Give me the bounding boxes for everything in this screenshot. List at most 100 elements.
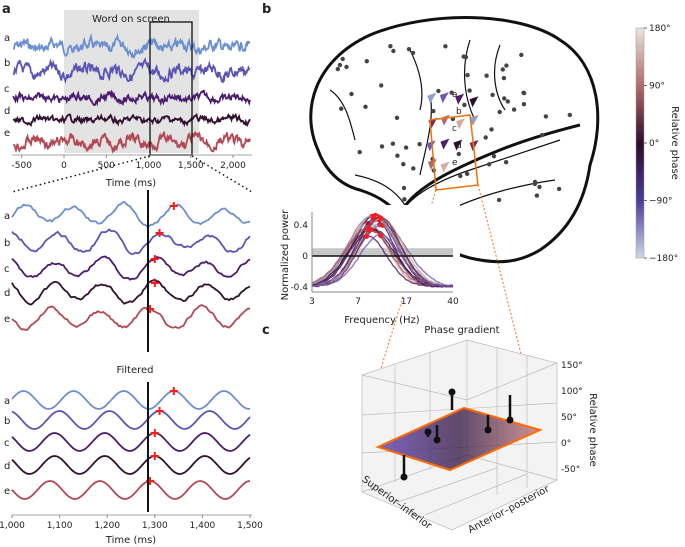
peak-marker-c [150,255,159,263]
electrode [456,151,461,157]
peak-marker-d [150,279,159,287]
electrode [379,83,384,88]
electrode [394,115,400,121]
electrode [534,193,540,198]
electrode [567,112,572,118]
electrode [505,99,510,104]
electrode [402,197,407,202]
electrode-label-b: b [456,107,462,117]
phase-colorbar [635,27,645,259]
phase-arrow [456,118,466,130]
electrode [401,185,407,191]
colorbar-label: Relative phase [669,106,680,180]
spectrum-peak [370,214,376,220]
phase-stems [400,388,514,481]
phase-arrow [426,140,436,152]
colorbar-tick-label: −90° [649,197,673,207]
electrode [521,102,527,107]
electrode [363,104,368,110]
zoomed-trace-a [11,200,251,228]
electrode [467,88,472,93]
raw-trace-d [12,112,251,128]
raw-trace-label-e: e [4,128,10,139]
raw-tick-label: -500 [12,161,33,171]
filtered-trace-d [11,455,251,475]
phase-arrow [440,138,450,150]
electrode [461,54,466,59]
electrode [436,88,441,94]
filtered-trace-label-d: d [4,461,10,472]
zoomed-trace-label-d: d [4,288,10,299]
electrode [335,66,340,72]
phase-point [400,473,408,481]
spectrum-x-tick: 7 [355,297,361,307]
filtered-x-label: Time (ms) [105,535,157,546]
spectrum-peak [378,232,384,238]
raw-tick-label: 0 [61,161,67,171]
electrode [340,56,345,62]
raw-tick-label: 2,000 [220,161,246,171]
phase-arrow [469,114,479,126]
filtered-trace-label-e: e [4,486,10,497]
electrode [431,108,436,114]
filtered-tick-label: 1,200 [94,521,120,531]
electrode [337,62,343,68]
zoomed-trace-b [11,228,251,256]
phase-arrow [440,161,450,173]
phase-point [433,436,441,444]
spectrum-x-tick: 17 [401,297,412,307]
phase-point [448,388,456,396]
panel-label-a: a [2,2,11,17]
electrode [502,96,507,101]
electrode [532,181,538,187]
raw-trace-e [12,130,251,155]
spectrum-x-tick: 3 [309,297,315,307]
spectrum-line [311,234,454,288]
electrode [458,173,463,179]
electrode-label-a: a [452,90,458,100]
electrode [401,162,406,167]
electrode-label-c: c [452,124,457,134]
zoom-connector-left [11,155,151,193]
electrode [364,59,369,64]
filtered-tick-label: 1,400 [190,521,216,531]
electrode [379,144,385,149]
filtered-trace-b [11,410,251,430]
raw-tick-label: 500 [98,161,115,171]
raw-trace-label-b: b [4,58,10,69]
electrode [490,92,495,98]
peak-marker-a [169,202,178,210]
electrode [344,64,349,70]
filtered-tick-label: 1,300 [142,521,168,531]
electrode [411,166,416,171]
raw-tick-label: 1,500 [178,161,204,171]
electrode [496,197,502,203]
word-on-screen-label: Word on screen [92,14,170,25]
electrode [486,162,492,167]
electrode [443,44,448,49]
significance-band [312,248,453,256]
electrode [388,44,393,49]
z-axis-label: Relative phase [587,393,598,467]
power-spectrum: 0.4 0 -0.43 7 17 40 [290,212,459,307]
raw-x-ticks: -500 0 500 1,000 1,500 2,000 [12,155,246,171]
zoomed-trace-label-b: b [4,238,10,249]
brain-sulci [329,39,561,216]
filtered-tick-label: 1,000 [0,521,25,531]
zoomed-trace-d [11,278,251,306]
panel-label-c: c [262,323,270,338]
phase-arrow [455,93,465,105]
filtered-trace-label-c: c [4,438,10,449]
electrode [465,72,470,78]
peak-marker-b [155,229,164,237]
electrode [349,91,354,97]
spectrum-peak [377,215,383,221]
phase-point [484,426,492,434]
electrode [403,145,409,150]
electrode [464,171,470,176]
electrode [543,114,549,119]
colorbar-tick-label: −180° [649,254,678,264]
electrode [497,109,502,115]
